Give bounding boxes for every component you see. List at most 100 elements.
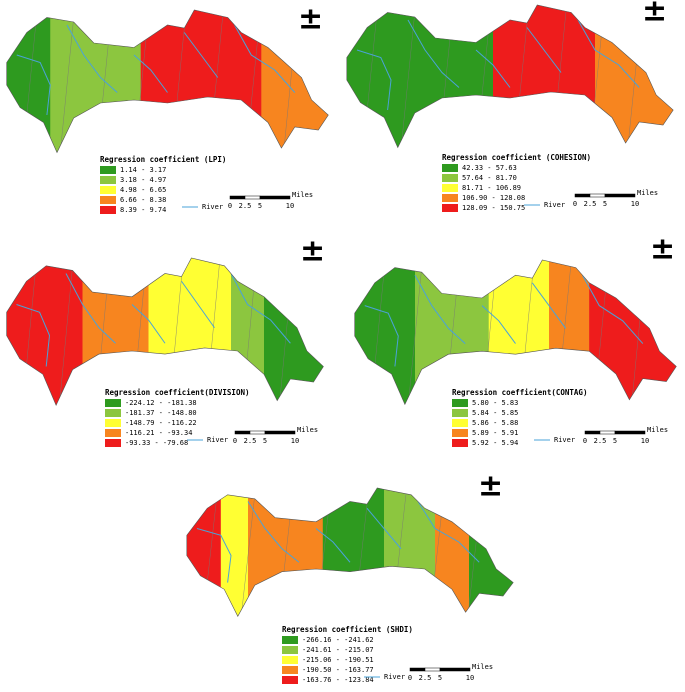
river	[131, 304, 166, 344]
legend-label: -116.21 - -93.34	[125, 429, 192, 437]
scale-label: 10	[631, 200, 639, 208]
scale-label: 0	[228, 202, 232, 210]
scale-bar	[229, 195, 246, 200]
river-legend-label: River	[207, 436, 228, 444]
river	[364, 305, 399, 367]
region	[595, 5, 674, 148]
river-legend-label: River	[202, 203, 223, 211]
scale-bar	[614, 430, 646, 435]
legend-title: Regression coefficient (LPI)	[100, 155, 226, 164]
legend-label: -190.50 - -163.77	[302, 666, 374, 674]
legend-swatch	[442, 204, 458, 212]
district-border	[59, 10, 75, 153]
river-legend-label: River	[544, 201, 565, 209]
legend-swatch	[100, 206, 116, 214]
legend-swatch	[282, 676, 298, 684]
region	[140, 10, 263, 153]
map-outline	[186, 487, 514, 617]
district-border	[407, 260, 423, 405]
scale-label: 5	[603, 200, 607, 208]
map-panel: ± Regression coefficient (COHESION) 42.33 …	[346, 0, 674, 212]
legend-label: 8.39 - 9.74	[120, 206, 166, 214]
scale-bar	[439, 667, 471, 672]
legend-swatch	[282, 656, 298, 664]
legend-label: -224.12 - -181.38	[125, 399, 197, 407]
legend-swatch	[442, 194, 458, 202]
river	[366, 507, 402, 550]
legend-label: 42.33 - 57.63	[462, 164, 517, 172]
scale-bar	[259, 195, 291, 200]
river	[315, 528, 351, 563]
region	[469, 488, 514, 617]
river	[526, 27, 562, 73]
river	[417, 501, 480, 563]
legend-swatch	[452, 429, 468, 437]
river	[407, 19, 460, 88]
legend-label: 6.66 - 8.38	[120, 196, 166, 204]
scale-unit: Miles	[292, 191, 313, 199]
scale-bar	[584, 430, 601, 435]
region	[264, 258, 324, 406]
legend-swatch	[105, 399, 121, 407]
north-arrow: ±	[478, 469, 503, 504]
legend-label: 5.89 - 5.91	[472, 429, 518, 437]
legend-title: Regression coefficient(CONTAG)	[452, 388, 587, 397]
scale-bar	[264, 430, 296, 435]
legend-label: -266.16 - -241.62	[302, 636, 374, 644]
scale-bar	[574, 193, 591, 198]
legend-swatch	[452, 409, 468, 417]
legend-swatch	[442, 174, 458, 182]
scale-label: 10	[641, 437, 649, 445]
legend-label: -163.76 - -123.84	[302, 676, 374, 684]
river	[414, 274, 466, 344]
scale-label: 10	[291, 437, 299, 445]
scale-label: 2.5	[419, 674, 432, 682]
legend-label: 57.64 - 81.70	[462, 174, 517, 182]
scale-label: 2.5	[594, 437, 607, 445]
river	[196, 528, 232, 583]
scale-unit: Miles	[297, 426, 318, 434]
region	[354, 260, 416, 405]
legend-swatch	[282, 666, 298, 674]
scale-label: 5	[258, 202, 262, 210]
legend-label: 5.92 - 5.94	[472, 439, 518, 447]
map-outline	[6, 9, 329, 154]
river-legend-label: River	[384, 673, 405, 681]
legend-label: -215.06 - -190.51	[302, 656, 374, 664]
legend-swatch	[442, 184, 458, 192]
scale-bar	[409, 667, 426, 672]
legend-swatch	[442, 164, 458, 172]
legend-title: Regression coefficient(DIVISION)	[105, 388, 250, 397]
legend-label: 128.09 - 150.75	[462, 204, 525, 212]
river	[481, 305, 516, 344]
legend-swatch	[452, 439, 468, 447]
river	[230, 273, 291, 344]
region	[493, 5, 596, 148]
scale-label: 2.5	[244, 437, 257, 445]
map-outline	[6, 257, 324, 407]
legend-label: -93.33 - -79.68	[125, 439, 188, 447]
river	[475, 49, 511, 88]
region	[220, 488, 249, 617]
legend-title: Regression coefficient (COHESION)	[442, 153, 591, 162]
legend-swatch	[105, 409, 121, 417]
district-border	[240, 488, 256, 617]
region	[435, 488, 470, 617]
river	[16, 304, 51, 367]
map-panel: ± Regression coefficient (LPI) 1.14 - 3.17…	[6, 2, 329, 214]
map-panel: ± Regression coefficient(DIVISION) -224.12…	[6, 234, 325, 447]
river	[531, 282, 567, 329]
legend-label: 5.86 - 5.88	[472, 419, 518, 427]
scale-label: 0	[573, 200, 577, 208]
scale-label: 5	[438, 674, 442, 682]
scale-label: 2.5	[584, 200, 597, 208]
district-border	[400, 5, 416, 148]
legend-swatch	[100, 186, 116, 194]
scale-label: 10	[466, 674, 474, 682]
region	[6, 10, 52, 153]
scale-bar	[244, 195, 261, 200]
legend-label: 3.18 - 4.97	[120, 176, 166, 184]
river	[577, 19, 640, 88]
scale-bar	[589, 193, 606, 198]
